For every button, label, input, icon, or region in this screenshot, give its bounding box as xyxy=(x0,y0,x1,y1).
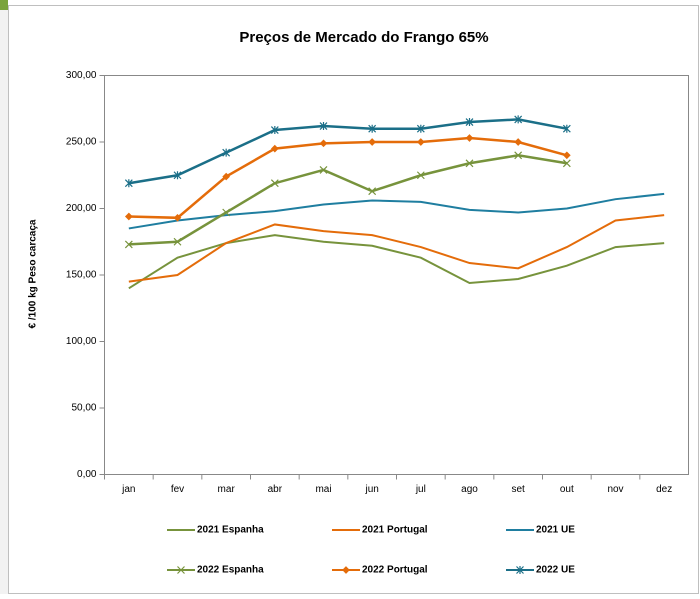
marker xyxy=(222,172,231,181)
x-tick-label: jun xyxy=(364,484,378,495)
y-tick-label: 50,00 xyxy=(71,403,96,414)
marker xyxy=(124,240,133,249)
y-axis-label: € /100 kg Peso carcaça xyxy=(28,219,39,328)
marker xyxy=(342,566,350,574)
marker xyxy=(465,134,474,142)
y-tick-label: 150,00 xyxy=(66,270,97,281)
legend-label: 2022 UE xyxy=(536,565,575,576)
marker xyxy=(416,171,425,180)
marker xyxy=(222,208,231,217)
series-line xyxy=(128,214,665,283)
marker xyxy=(465,159,474,168)
legend-label: 2022 Portugal xyxy=(362,565,428,576)
marker xyxy=(173,213,182,222)
x-tick-label: jul xyxy=(415,484,426,495)
marker xyxy=(416,138,425,146)
marker xyxy=(319,166,328,174)
series-line xyxy=(128,118,568,185)
y-tick-label: 200,00 xyxy=(66,203,97,214)
marker xyxy=(562,124,571,133)
marker xyxy=(270,179,279,188)
marker xyxy=(514,115,523,124)
marker xyxy=(368,138,377,146)
marker xyxy=(124,212,133,221)
x-tick-label: mar xyxy=(218,484,236,495)
legend-label: 2021 UE xyxy=(536,525,575,536)
series-line xyxy=(128,154,568,246)
marker xyxy=(465,118,474,127)
marker xyxy=(319,139,328,148)
sheet-gutter xyxy=(0,0,8,594)
marker xyxy=(368,124,377,133)
marker xyxy=(516,566,524,574)
x-tick-label: set xyxy=(511,484,525,495)
y-tick-label: 250,00 xyxy=(66,137,97,148)
marker xyxy=(562,151,571,160)
x-tick-label: ago xyxy=(461,484,478,495)
y-tick-label: 0,00 xyxy=(77,469,97,480)
chart-frame xyxy=(8,5,699,594)
marker xyxy=(368,187,377,196)
marker xyxy=(173,237,182,246)
chart-title: Preços de Mercado do Frango 65% xyxy=(239,29,488,46)
x-tick-label: fev xyxy=(171,484,184,495)
y-tick-label: 300,00 xyxy=(66,70,97,81)
x-tick-label: mai xyxy=(315,484,331,495)
marker xyxy=(124,179,133,188)
series-line xyxy=(128,234,665,290)
legend-label: 2022 Espanha xyxy=(197,565,264,576)
marker xyxy=(319,122,328,131)
x-tick-label: jan xyxy=(121,484,135,495)
x-tick-label: nov xyxy=(607,484,623,495)
x-tick-label: abr xyxy=(268,484,283,495)
marker xyxy=(177,566,185,574)
marker xyxy=(514,151,523,160)
marker xyxy=(222,148,231,157)
marker xyxy=(270,126,279,135)
sheet-corner xyxy=(0,0,8,10)
marker xyxy=(270,144,279,153)
legend-label: 2021 Espanha xyxy=(197,525,264,536)
marker xyxy=(173,171,182,180)
x-tick-label: out xyxy=(560,484,574,495)
y-tick-label: 100,00 xyxy=(66,336,97,347)
marker xyxy=(416,124,425,133)
x-tick-label: dez xyxy=(656,484,672,495)
marker xyxy=(562,159,571,168)
legend-label: 2021 Portugal xyxy=(362,525,428,536)
series-line xyxy=(128,136,568,220)
marker xyxy=(514,138,523,146)
